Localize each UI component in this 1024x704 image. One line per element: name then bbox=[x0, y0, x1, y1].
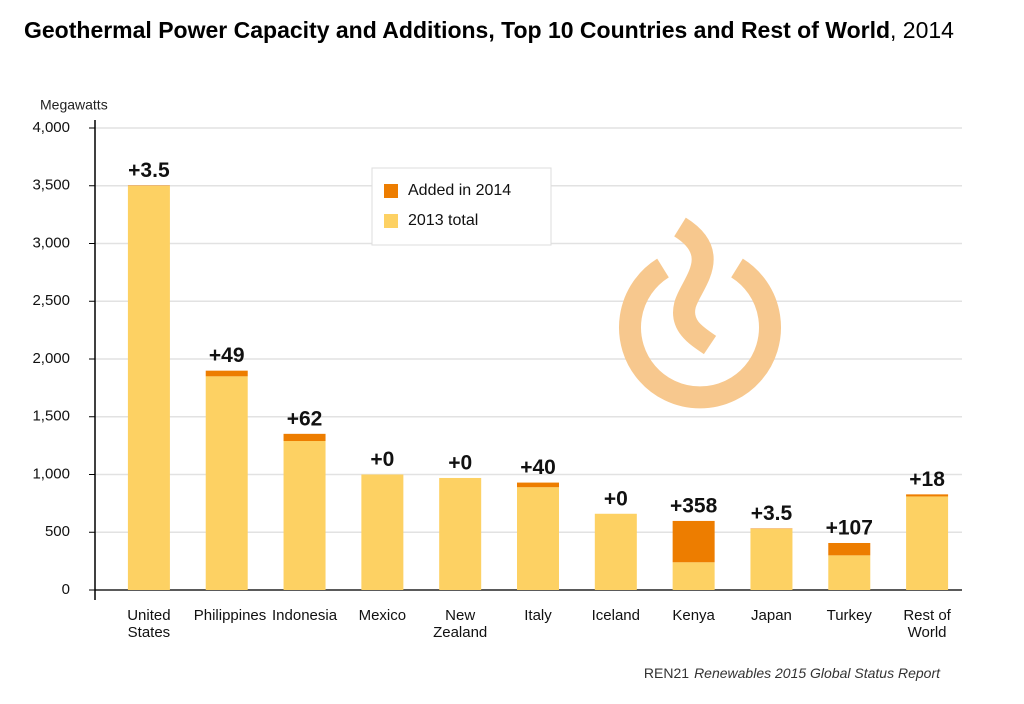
bar-segment bbox=[517, 487, 559, 590]
bar-segment bbox=[906, 496, 949, 590]
logo-ring bbox=[619, 258, 781, 409]
value-label: +18 bbox=[909, 468, 945, 491]
bar-segment bbox=[517, 482, 559, 488]
x-tick-label: Turkey bbox=[826, 607, 872, 624]
value-label: +3.5 bbox=[128, 159, 170, 182]
bar-segment bbox=[283, 433, 326, 442]
x-tick-label: Italy bbox=[524, 607, 552, 624]
y-tick-label: 3,000 bbox=[32, 234, 70, 251]
bar-segment bbox=[672, 520, 715, 563]
x-tick-label: Rest of World bbox=[903, 607, 951, 641]
bar-segment bbox=[283, 441, 326, 590]
value-label: +0 bbox=[604, 487, 628, 510]
source-org: REN21 bbox=[644, 665, 689, 681]
bar-segment bbox=[828, 542, 871, 556]
value-label: +3.5 bbox=[751, 502, 793, 525]
legend-swatch bbox=[384, 214, 398, 228]
value-label: +49 bbox=[209, 344, 245, 367]
bar-segment bbox=[439, 477, 482, 590]
x-tick-label: Indonesia bbox=[272, 607, 338, 624]
bar-segment bbox=[828, 555, 871, 590]
bar-segment bbox=[594, 513, 637, 590]
y-tick-label: 1,500 bbox=[32, 408, 70, 425]
x-tick-label: Mexico bbox=[358, 607, 407, 624]
x-tick-label: Kenya bbox=[672, 607, 715, 624]
y-tick-label: 1,000 bbox=[32, 465, 70, 482]
x-tick-label: United States bbox=[127, 607, 171, 641]
y-tick-label: 2,500 bbox=[32, 292, 70, 309]
bar-segment bbox=[127, 185, 170, 590]
value-label: +0 bbox=[448, 452, 472, 475]
bar-segment bbox=[906, 494, 949, 497]
legend-swatch bbox=[384, 184, 398, 198]
bar-segment bbox=[205, 370, 248, 377]
y-tick-label: 4,000 bbox=[32, 119, 70, 136]
value-label: +62 bbox=[287, 407, 323, 430]
legend-label: 2013 total bbox=[408, 212, 478, 229]
logo-flame bbox=[673, 217, 717, 355]
source-title: Renewables 2015 Global Status Report bbox=[694, 665, 941, 681]
y-tick-label: 500 bbox=[45, 523, 70, 540]
y-tick-label: 3,500 bbox=[32, 177, 70, 194]
x-tick-label: New Zealand bbox=[433, 607, 488, 641]
legend-label: Added in 2014 bbox=[408, 182, 511, 199]
bar-segment bbox=[205, 376, 248, 590]
value-label: +40 bbox=[520, 456, 556, 479]
value-label: +0 bbox=[370, 448, 394, 471]
y-tick-label: 2,000 bbox=[32, 350, 70, 367]
chart-title: Geothermal Power Capacity and Additions,… bbox=[24, 17, 954, 43]
title-year: , 2014 bbox=[890, 17, 954, 43]
value-label: +107 bbox=[826, 517, 873, 540]
bar-segment bbox=[672, 562, 715, 590]
value-label: +358 bbox=[670, 494, 718, 517]
bar-segment bbox=[750, 528, 793, 590]
y-tick-label: 0 bbox=[62, 581, 70, 598]
logo bbox=[619, 217, 781, 409]
x-tick-label: Japan bbox=[751, 607, 792, 624]
y-axis-label: Megawatts bbox=[40, 97, 108, 113]
x-tick-label: Philippines bbox=[193, 607, 267, 624]
legend-box bbox=[371, 167, 552, 246]
bar-segment bbox=[361, 474, 404, 590]
title-main: Geothermal Power Capacity and Additions,… bbox=[24, 17, 890, 43]
source: REN21 Renewables 2015 Global Status Repor… bbox=[644, 665, 941, 681]
x-tick-label: Iceland bbox=[591, 607, 640, 624]
